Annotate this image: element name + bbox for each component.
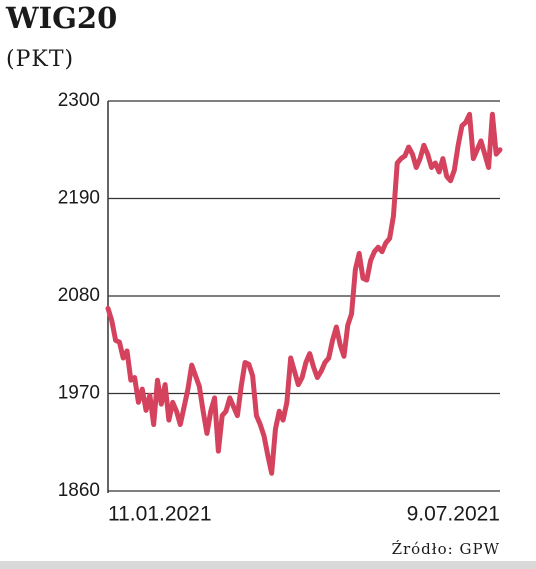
chart-subtitle: (PKT) — [6, 47, 74, 72]
data-line — [105, 111, 503, 476]
y-tick-label: 2080 — [58, 285, 100, 306]
source: Źródło: GPW — [392, 540, 500, 558]
y-tick-label: 2190 — [58, 188, 100, 209]
x-tick-label: 9.07.2021 — [407, 503, 500, 526]
chart-title: WIG20 — [5, 1, 117, 35]
y-tick-label: 1860 — [58, 480, 100, 501]
y-tick-label: 2300 — [58, 90, 100, 111]
y-tick-label: 1970 — [58, 383, 100, 404]
footer-bar — [0, 561, 536, 569]
x-tick-label: 11.01.2021 — [108, 503, 212, 526]
